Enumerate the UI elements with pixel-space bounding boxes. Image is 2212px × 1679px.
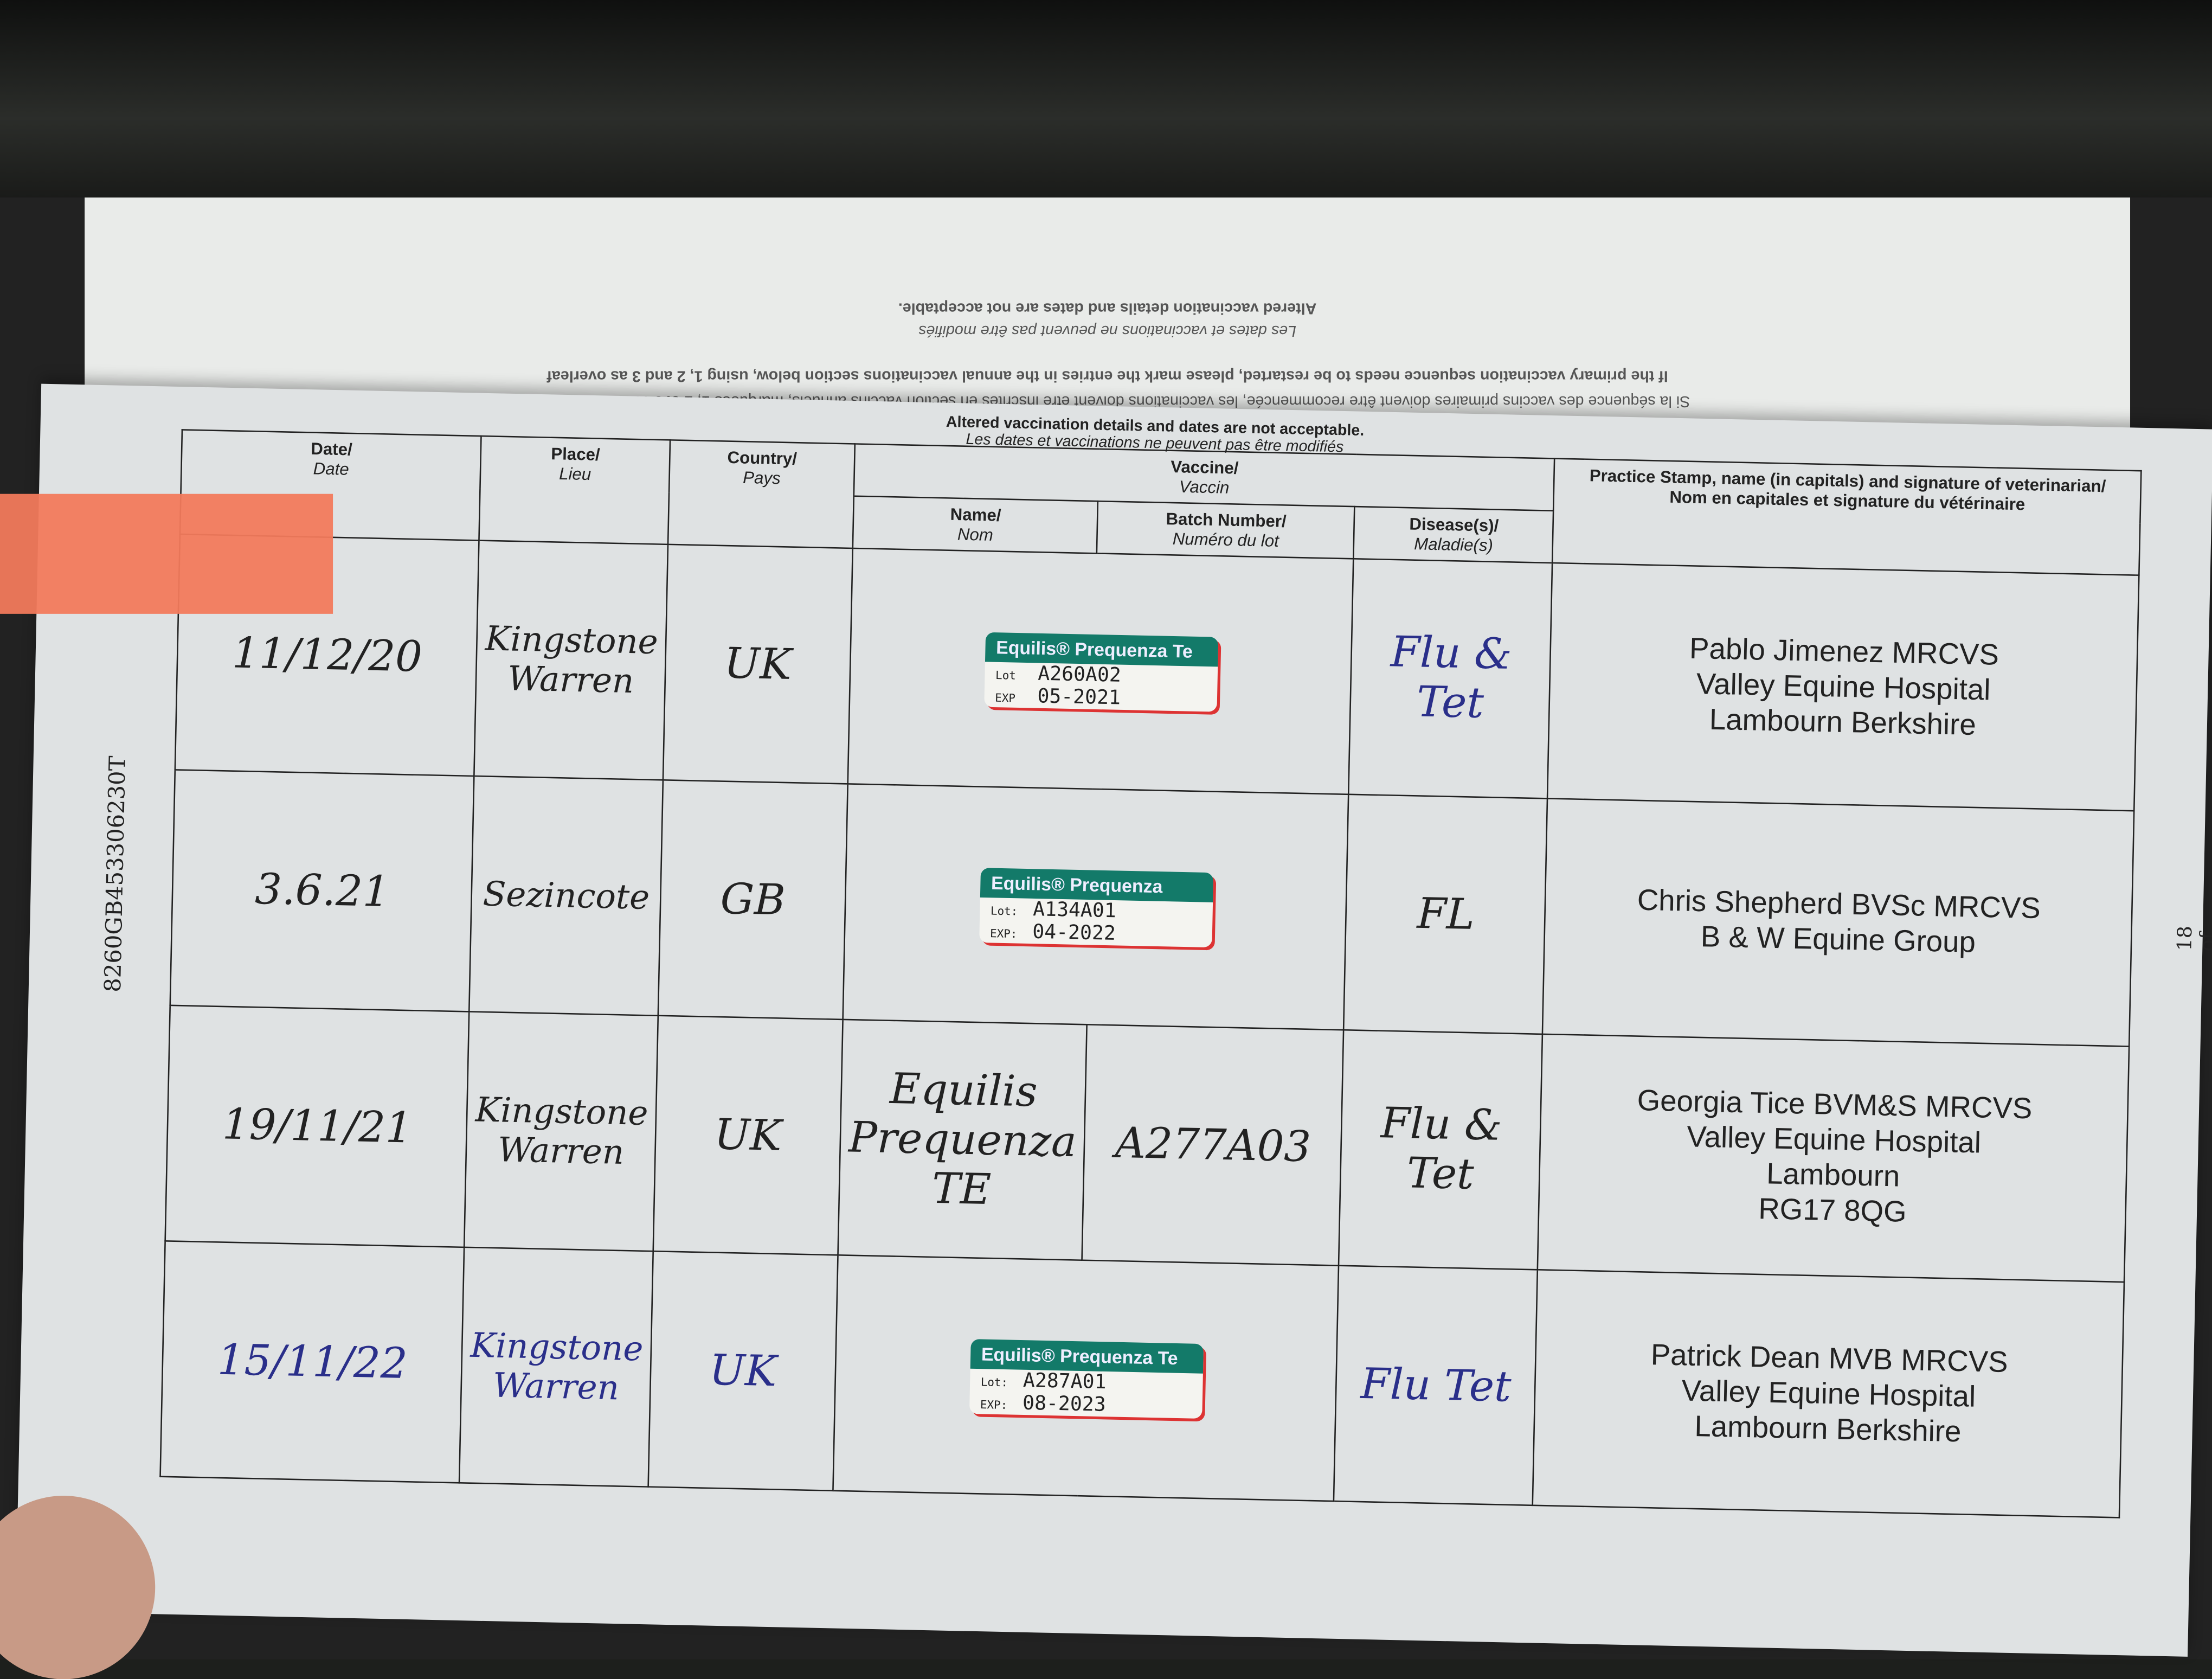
batch-number: A277A03 bbox=[1082, 1024, 1344, 1266]
orange-sticky-tab bbox=[0, 494, 333, 614]
header-name-fr: Nom bbox=[957, 524, 994, 545]
place: Sezincote bbox=[470, 776, 663, 1016]
header-vaccine-fr: Vaccin bbox=[1179, 477, 1230, 498]
header-batch-fr: Numéro du lot bbox=[1172, 529, 1279, 551]
exp-label: EXP bbox=[995, 691, 1016, 704]
back-notice-fr: Les dates et vaccinations ne peuvent pas… bbox=[918, 322, 1297, 339]
header-country-fr: Pays bbox=[742, 467, 781, 489]
country: GB bbox=[658, 780, 848, 1020]
passport-number: 8260GB453306230T bbox=[99, 755, 131, 993]
expiry: 05-2021 bbox=[1037, 684, 1121, 709]
sticker-name: Equilis® Prequenza Te bbox=[984, 631, 1218, 667]
place: Kingstone Warren bbox=[465, 1011, 658, 1252]
header-place: Place/ bbox=[550, 444, 601, 465]
place: Kingstone Warren bbox=[474, 540, 668, 780]
date: 15/11/22 bbox=[160, 1241, 465, 1483]
vet-stamp: Chris Shepherd BVSc MRCVS B & W Equine Gr… bbox=[1542, 798, 2134, 1047]
table-row: 3.6.21 Sezincote GB Equilis® Prequenza L… bbox=[170, 770, 2134, 1047]
exp-label: EXP: bbox=[989, 926, 1018, 940]
disease: Flu Tet bbox=[1334, 1265, 1538, 1505]
lot-label: Lot: bbox=[980, 1375, 1008, 1389]
header-date: Date/ bbox=[310, 439, 353, 460]
expiry: 08-2023 bbox=[1022, 1392, 1107, 1416]
vet-stamp: Pablo Jimenez MRCVS Valley Equine Hospita… bbox=[1548, 563, 2139, 811]
expiry: 04-2022 bbox=[1032, 920, 1116, 945]
vaccination-page: Altered vaccination details and dates ar… bbox=[15, 383, 2212, 1657]
vaccine-cell: Equilis® Prequenza Lot: A134A01 EXP: 04-20… bbox=[843, 784, 1349, 1030]
header-batch: Batch Number/ bbox=[1166, 509, 1287, 531]
sticker-name: Equilis® Prequenza Te bbox=[969, 1338, 1203, 1373]
vaccine-sticker: Equilis® Prequenza Te Lot: A287A01 EXP: 08… bbox=[968, 1338, 1203, 1418]
date: 3.6.21 bbox=[170, 770, 475, 1012]
header-name: Name/ bbox=[950, 504, 1001, 526]
country: UK bbox=[663, 544, 853, 784]
disease: Flu & Tet bbox=[1348, 559, 1553, 799]
vet-stamp: Georgia Tice BVM&S MRCVS Valley Equine Ho… bbox=[1538, 1034, 2130, 1282]
vaccine-sticker: Equilis® Prequenza Te Lot A260A02 EXP 05-2… bbox=[983, 631, 1218, 712]
disease: Flu & Tet bbox=[1339, 1030, 1543, 1270]
lot-number: A134A01 bbox=[1032, 898, 1117, 922]
header-place-fr: Lieu bbox=[558, 464, 591, 484]
vaccine-cell: Equilis® Prequenza Te Lot: A287A01 EXP: 08… bbox=[833, 1255, 1339, 1502]
vaccine-cell: Equilis® Prequenza Te Lot A260A02 EXP 05-2… bbox=[847, 548, 1354, 794]
lot-number: A260A02 bbox=[1037, 662, 1122, 687]
country: UK bbox=[648, 1251, 838, 1491]
vaccination-table: Date/Date Place/Lieu Country/Pays Vaccin… bbox=[159, 429, 2142, 1518]
lot-label: Lot: bbox=[990, 903, 1018, 918]
disease: FL bbox=[1343, 794, 1548, 1034]
place: Kingstone Warren bbox=[459, 1247, 653, 1487]
vaccine-sticker: Equilis® Prequenza Lot: A134A01 EXP: 04-20… bbox=[979, 867, 1213, 947]
lot-label: Lot bbox=[995, 668, 1017, 682]
table-row: 15/11/22 Kingstone Warren UK Equilis® Pr… bbox=[160, 1241, 2125, 1518]
page-number: 18 of 44 bbox=[2174, 925, 2212, 952]
header-date-fr: Date bbox=[313, 458, 350, 479]
header-disease-fr: Maladie(s) bbox=[1413, 534, 1494, 556]
header-disease: Disease(s)/ bbox=[1409, 514, 1499, 536]
header-vaccine: Vaccine/ bbox=[1171, 457, 1239, 478]
vet-stamp: Patrick Dean MVB MRCVS Valley Equine Hosp… bbox=[1533, 1270, 2125, 1518]
back-notice-en: Altered vaccination details and dates ar… bbox=[898, 299, 1317, 316]
country: UK bbox=[653, 1015, 843, 1255]
table-row: 19/11/21 Kingstone Warren UK Equilis Pre… bbox=[165, 1005, 2130, 1282]
exp-label: EXP: bbox=[980, 1398, 1008, 1411]
sticker-name: Equilis® Prequenza bbox=[979, 867, 1213, 902]
thumb bbox=[0, 1496, 156, 1679]
vaccine-name: Equilis Prequenza TE bbox=[838, 1019, 1088, 1260]
table-row: 11/12/20 Kingstone Warren UK Equilis® Pr… bbox=[175, 534, 2139, 811]
date: 19/11/21 bbox=[165, 1005, 470, 1247]
restart-en: If the primary vaccination sequence need… bbox=[546, 367, 1668, 384]
header-country: Country/ bbox=[727, 447, 798, 469]
lot-number: A287A01 bbox=[1023, 1369, 1107, 1394]
keyboard-background bbox=[0, 0, 2212, 198]
